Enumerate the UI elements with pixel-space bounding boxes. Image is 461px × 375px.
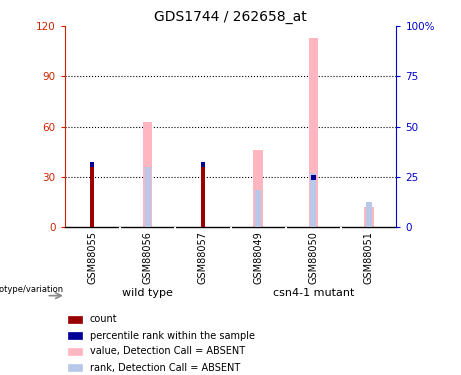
Text: rank, Detection Call = ABSENT: rank, Detection Call = ABSENT [90, 363, 240, 373]
Bar [255, 190, 261, 227]
Text: percentile rank within the sample: percentile rank within the sample [90, 331, 255, 340]
Text: GSM88049: GSM88049 [253, 231, 263, 284]
Bar [311, 175, 316, 180]
Bar [145, 166, 150, 227]
Bar [308, 38, 319, 227]
Title: GDS1744 / 262658_at: GDS1744 / 262658_at [154, 10, 307, 24]
Text: csn4-1 mutant: csn4-1 mutant [273, 288, 354, 297]
Bar [311, 173, 316, 227]
Bar [68, 332, 82, 339]
Bar [253, 150, 263, 227]
Text: GSM88055: GSM88055 [87, 231, 97, 284]
Text: wild type: wild type [122, 288, 173, 297]
Bar [366, 202, 372, 227]
Text: GSM88056: GSM88056 [142, 231, 153, 284]
Bar [90, 162, 95, 166]
Bar [142, 122, 153, 227]
Text: GSM88050: GSM88050 [308, 231, 319, 284]
Text: count: count [90, 314, 118, 324]
Bar [201, 166, 205, 227]
Bar [364, 207, 374, 227]
Text: genotype/variation: genotype/variation [0, 285, 63, 294]
Bar [68, 316, 82, 323]
Bar [68, 364, 82, 371]
Text: value, Detection Call = ABSENT: value, Detection Call = ABSENT [90, 346, 245, 356]
Bar [68, 348, 82, 355]
Text: GSM88051: GSM88051 [364, 231, 374, 284]
Bar [90, 166, 95, 227]
Bar [201, 162, 205, 166]
Text: GSM88057: GSM88057 [198, 231, 208, 284]
